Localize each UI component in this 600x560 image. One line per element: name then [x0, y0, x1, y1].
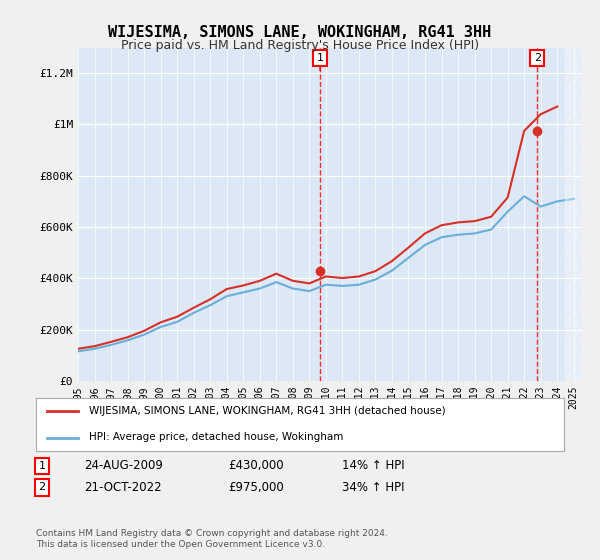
- Text: WIJESIMA, SIMONS LANE, WOKINGHAM, RG41 3HH: WIJESIMA, SIMONS LANE, WOKINGHAM, RG41 3…: [109, 25, 491, 40]
- Bar: [565, 48, 582, 381]
- Text: 1: 1: [38, 461, 46, 471]
- Text: WIJESIMA, SIMONS LANE, WOKINGHAM, RG41 3HH (detached house): WIJESIMA, SIMONS LANE, WOKINGHAM, RG41 3…: [89, 406, 445, 416]
- Text: £975,000: £975,000: [228, 480, 284, 494]
- Text: 21-OCT-2022: 21-OCT-2022: [84, 480, 161, 494]
- Text: 24-AUG-2009: 24-AUG-2009: [84, 459, 163, 473]
- Text: Contains HM Land Registry data © Crown copyright and database right 2024.
This d: Contains HM Land Registry data © Crown c…: [36, 529, 388, 549]
- Text: HPI: Average price, detached house, Wokingham: HPI: Average price, detached house, Woki…: [89, 432, 343, 442]
- Text: 14% ↑ HPI: 14% ↑ HPI: [342, 459, 404, 473]
- Text: Price paid vs. HM Land Registry's House Price Index (HPI): Price paid vs. HM Land Registry's House …: [121, 39, 479, 52]
- Text: 34% ↑ HPI: 34% ↑ HPI: [342, 480, 404, 494]
- Text: 2: 2: [38, 482, 46, 492]
- Text: £430,000: £430,000: [228, 459, 284, 473]
- Text: 1: 1: [317, 53, 323, 63]
- Text: 2: 2: [534, 53, 541, 63]
